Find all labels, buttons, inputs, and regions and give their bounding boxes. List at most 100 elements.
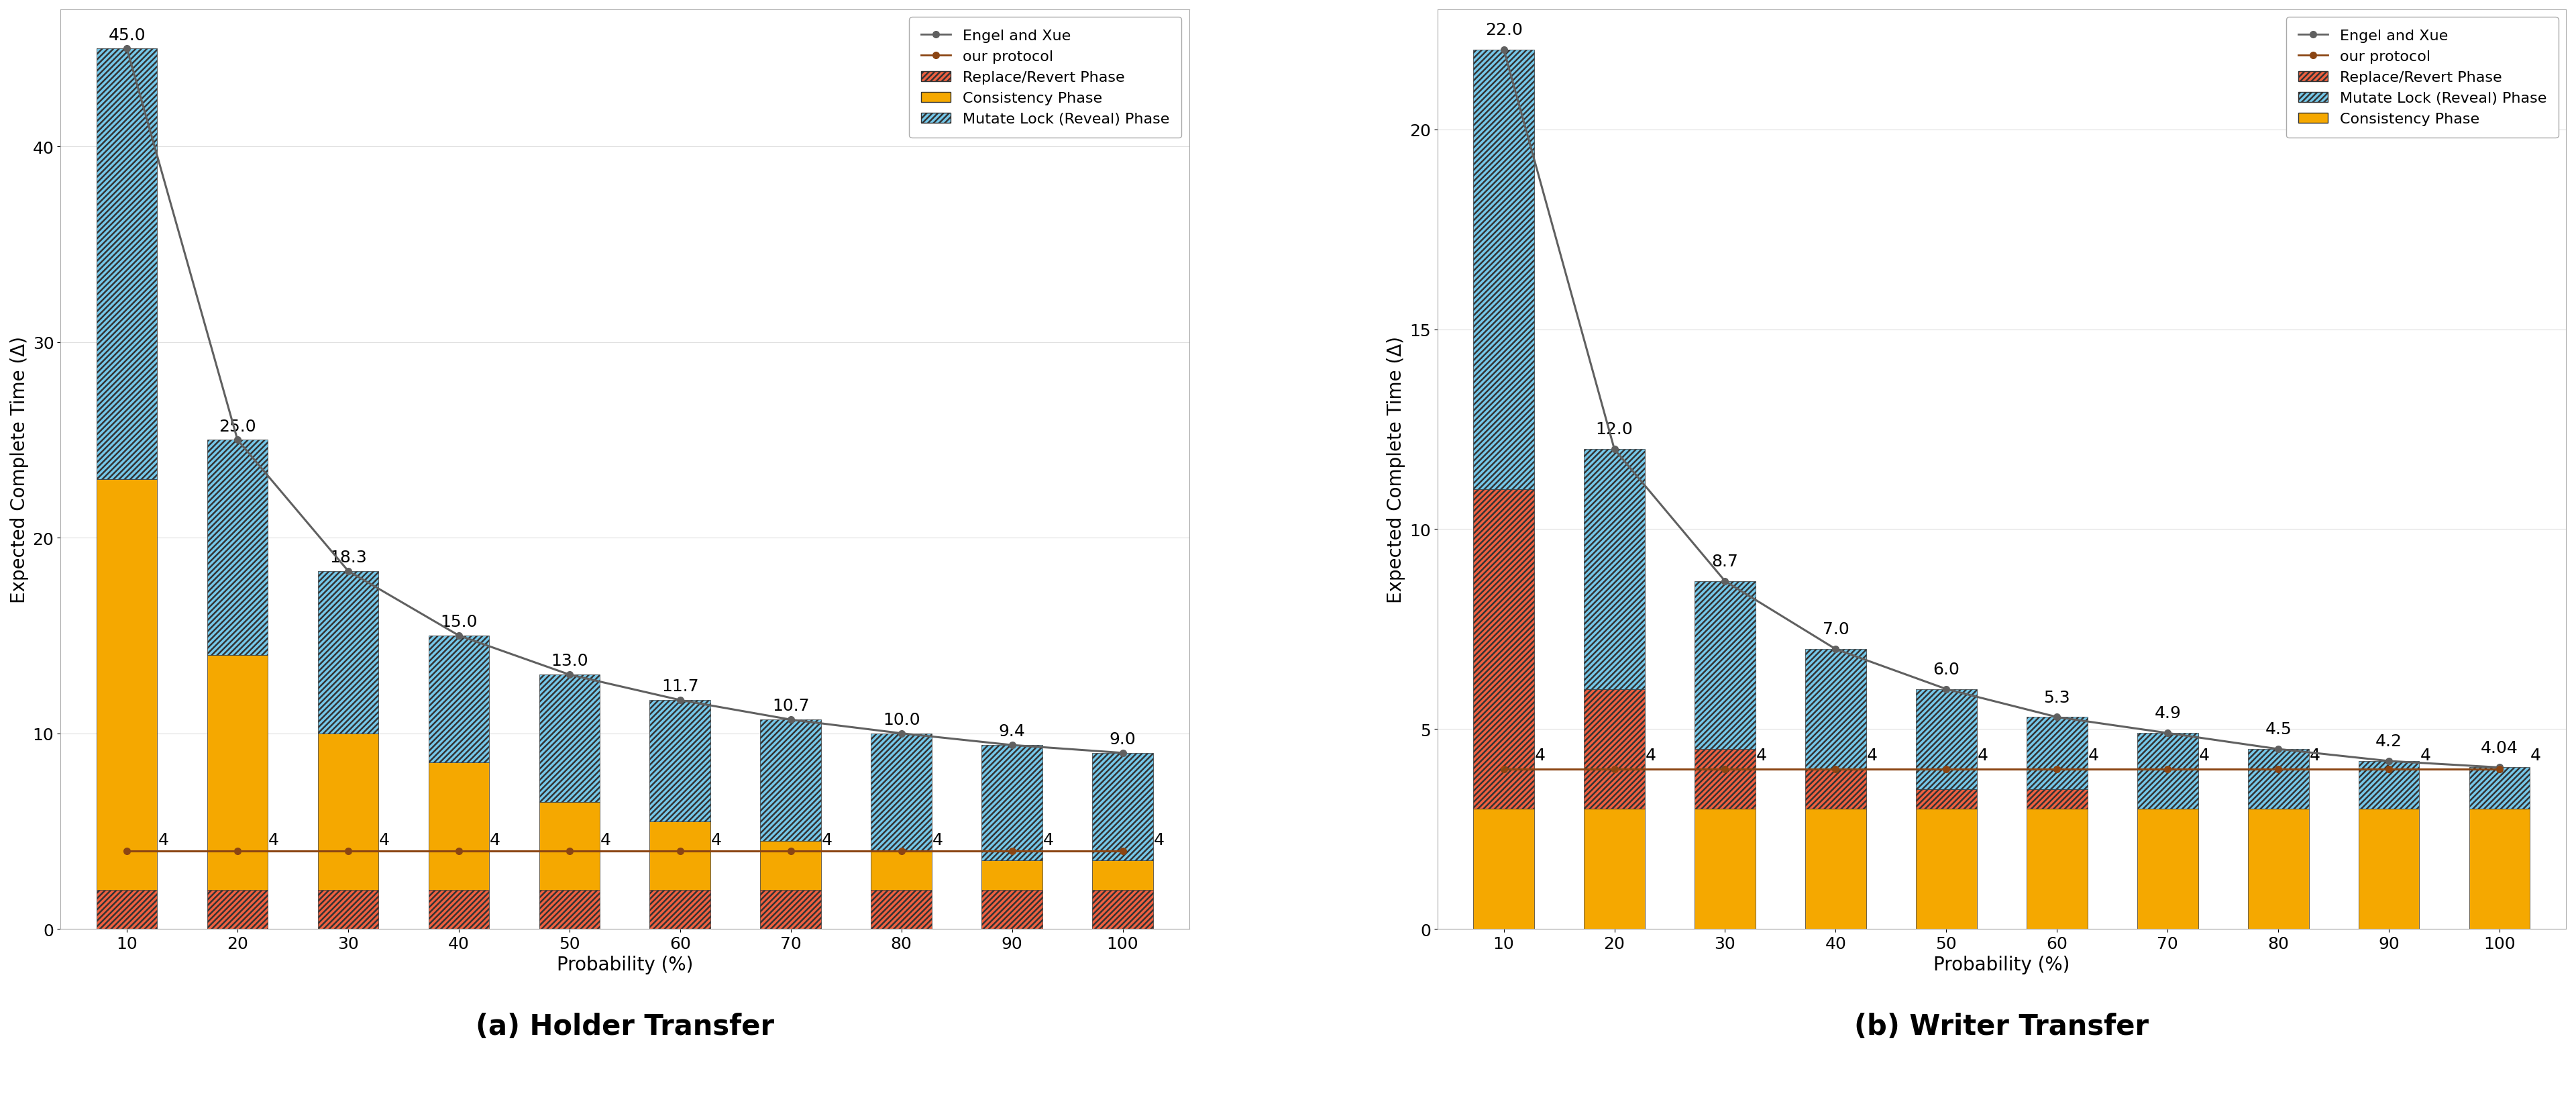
Bar <box>649 890 711 929</box>
Bar <box>1917 689 1976 790</box>
Title: (a) Holder Transfer: (a) Holder Transfer <box>477 1012 773 1041</box>
Text: 4.5: 4.5 <box>2264 721 2293 738</box>
Bar <box>428 763 489 890</box>
Bar <box>1584 449 1646 689</box>
Y-axis label: Expected Complete Time (Δ): Expected Complete Time (Δ) <box>10 336 28 603</box>
Text: 4: 4 <box>1535 748 1546 763</box>
Text: 4: 4 <box>1646 748 1656 763</box>
Bar <box>317 571 379 733</box>
Text: 7.0: 7.0 <box>1821 622 1850 637</box>
Bar <box>206 655 268 890</box>
Bar <box>649 822 711 890</box>
Bar <box>760 841 822 890</box>
Text: 12.0: 12.0 <box>1595 421 1633 438</box>
Bar <box>1695 749 1754 810</box>
Title: (b) Writer Transfer: (b) Writer Transfer <box>1855 1012 2148 1041</box>
Bar <box>2249 810 2308 929</box>
Bar <box>1584 689 1646 810</box>
Bar <box>1806 649 1865 769</box>
Bar <box>1917 810 1976 929</box>
Bar <box>981 745 1043 860</box>
Bar <box>317 890 379 929</box>
Text: 4: 4 <box>1043 832 1054 848</box>
Text: 13.0: 13.0 <box>551 653 587 669</box>
Text: 4: 4 <box>2419 748 2432 763</box>
Bar <box>1806 769 1865 810</box>
Bar <box>2360 761 2419 810</box>
Bar <box>2027 790 2087 810</box>
Bar <box>1695 810 1754 929</box>
Text: 5.3: 5.3 <box>2043 689 2071 706</box>
Text: 9.4: 9.4 <box>999 723 1025 740</box>
Bar <box>981 860 1043 890</box>
Bar <box>428 636 489 763</box>
Bar <box>95 49 157 479</box>
Bar <box>1473 50 1535 490</box>
Text: 4: 4 <box>2197 748 2210 763</box>
X-axis label: Probability (%): Probability (%) <box>1935 956 2071 974</box>
Bar <box>2027 810 2087 929</box>
Bar <box>760 890 822 929</box>
Bar <box>1092 890 1154 929</box>
Text: 4: 4 <box>2308 748 2321 763</box>
Text: 6.0: 6.0 <box>1932 661 1960 677</box>
Text: 4: 4 <box>1154 832 1164 848</box>
Bar <box>871 733 933 851</box>
Text: 4.9: 4.9 <box>2154 706 2182 721</box>
Text: 9.0: 9.0 <box>1110 731 1136 748</box>
Bar <box>2470 768 2530 810</box>
Text: 4: 4 <box>600 832 611 848</box>
Text: 4: 4 <box>822 832 832 848</box>
Bar <box>206 440 268 655</box>
Bar <box>871 851 933 890</box>
Bar <box>981 890 1043 929</box>
Bar <box>1917 790 1976 810</box>
Text: 4: 4 <box>1978 748 1989 763</box>
Text: 11.7: 11.7 <box>662 678 698 695</box>
Bar <box>649 700 711 822</box>
Bar <box>2249 749 2308 810</box>
Bar <box>1584 810 1646 929</box>
Bar <box>871 890 933 929</box>
Text: 4: 4 <box>933 832 943 848</box>
Bar <box>95 890 157 929</box>
Text: 4: 4 <box>2530 748 2543 763</box>
Text: 4.2: 4.2 <box>2375 733 2403 749</box>
Text: 22.0: 22.0 <box>1484 22 1522 38</box>
Bar <box>538 802 600 890</box>
Bar <box>206 890 268 929</box>
Bar <box>317 733 379 890</box>
Bar <box>538 890 600 929</box>
Text: 10.0: 10.0 <box>884 711 920 728</box>
Bar <box>760 720 822 841</box>
Text: 4: 4 <box>1757 748 1767 763</box>
Bar <box>1695 582 1754 749</box>
Text: 4: 4 <box>711 832 721 848</box>
Legend: Engel and Xue, our protocol, Replace/Revert Phase, Consistency Phase, Mutate Loc: Engel and Xue, our protocol, Replace/Rev… <box>909 18 1182 138</box>
Bar <box>1092 753 1154 860</box>
Bar <box>2138 733 2197 810</box>
Bar <box>2360 810 2419 929</box>
Text: 4: 4 <box>1868 748 1878 763</box>
Bar <box>1806 810 1865 929</box>
Text: 25.0: 25.0 <box>219 418 255 435</box>
Text: 4: 4 <box>157 832 167 848</box>
Text: 10.7: 10.7 <box>773 698 809 714</box>
Bar <box>428 890 489 929</box>
Text: 4: 4 <box>489 832 500 848</box>
Bar <box>1092 860 1154 890</box>
Bar <box>538 675 600 802</box>
Text: 4: 4 <box>379 832 389 848</box>
Text: 8.7: 8.7 <box>1710 553 1739 570</box>
Bar <box>2470 810 2530 929</box>
Y-axis label: Expected Complete Time (Δ): Expected Complete Time (Δ) <box>1386 336 1406 603</box>
Text: 4: 4 <box>268 832 278 848</box>
Text: 45.0: 45.0 <box>108 28 144 43</box>
Text: 15.0: 15.0 <box>440 614 477 630</box>
Bar <box>1473 490 1535 810</box>
Text: 18.3: 18.3 <box>330 550 366 565</box>
Bar <box>1473 810 1535 929</box>
X-axis label: Probability (%): Probability (%) <box>556 956 693 974</box>
Bar <box>2027 718 2087 790</box>
Bar <box>95 479 157 890</box>
